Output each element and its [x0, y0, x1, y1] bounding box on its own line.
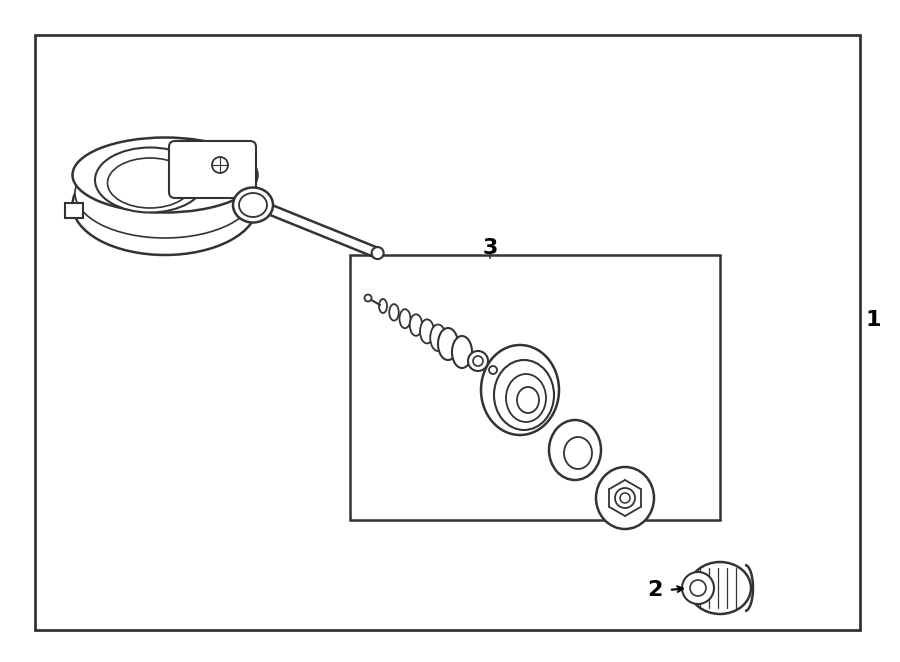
Circle shape	[212, 157, 228, 173]
Ellipse shape	[517, 387, 539, 413]
Circle shape	[615, 488, 635, 508]
Ellipse shape	[438, 328, 458, 360]
Text: 1: 1	[865, 310, 880, 330]
Ellipse shape	[452, 336, 472, 368]
Ellipse shape	[107, 158, 193, 208]
Ellipse shape	[410, 314, 422, 336]
Ellipse shape	[390, 304, 399, 320]
Circle shape	[468, 351, 488, 371]
Ellipse shape	[233, 187, 273, 222]
Ellipse shape	[549, 420, 601, 480]
Ellipse shape	[75, 148, 255, 238]
Ellipse shape	[506, 374, 546, 422]
Circle shape	[489, 366, 497, 374]
Ellipse shape	[379, 299, 387, 313]
Circle shape	[473, 356, 483, 366]
Ellipse shape	[73, 155, 257, 255]
Ellipse shape	[440, 330, 457, 359]
Ellipse shape	[596, 467, 654, 529]
Circle shape	[690, 580, 706, 596]
Text: 3: 3	[482, 238, 498, 258]
Bar	[350, 255, 720, 520]
Circle shape	[372, 247, 383, 259]
Ellipse shape	[564, 437, 592, 469]
Ellipse shape	[430, 324, 446, 351]
Ellipse shape	[239, 193, 267, 217]
Ellipse shape	[420, 319, 434, 344]
Text: 2: 2	[647, 580, 662, 600]
Ellipse shape	[95, 148, 205, 213]
Ellipse shape	[400, 309, 410, 328]
Bar	[35, 35, 860, 630]
Ellipse shape	[481, 345, 559, 435]
Ellipse shape	[689, 562, 751, 614]
Circle shape	[364, 295, 372, 301]
FancyBboxPatch shape	[169, 141, 256, 198]
Circle shape	[620, 493, 630, 503]
Ellipse shape	[73, 138, 257, 213]
Ellipse shape	[494, 360, 554, 430]
Bar	[65, 203, 83, 218]
Circle shape	[682, 572, 714, 604]
